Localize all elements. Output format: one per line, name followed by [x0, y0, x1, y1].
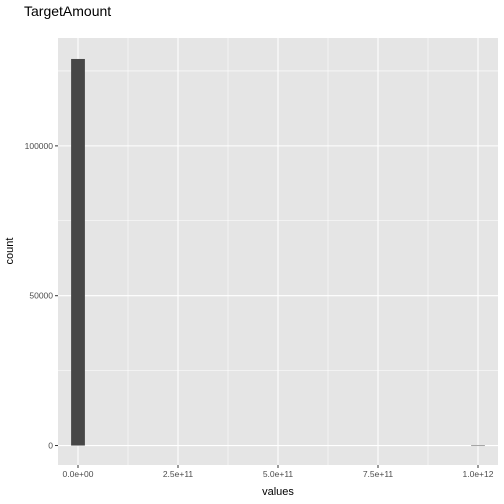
x-tick-label: 2.5e+11 [163, 469, 194, 479]
y-axis: 0 50000 100000 [25, 141, 58, 451]
histogram-bar-0 [71, 58, 85, 446]
y-tick-label: 0 [48, 441, 53, 451]
x-tick-label: 5.0e+11 [263, 469, 294, 479]
x-tick-label: 7.5e+11 [363, 469, 394, 479]
x-axis-label: values [262, 486, 294, 498]
histogram-bars [71, 58, 485, 447]
histogram-bar-1 [471, 445, 485, 447]
y-tick-label: 100000 [25, 141, 54, 151]
y-axis-label: count [4, 238, 16, 265]
chart-title: TargetAmount [24, 3, 111, 19]
x-tick-label: 1.0e+12 [463, 469, 494, 479]
x-axis: 0.0e+00 2.5e+11 5.0e+11 7.5e+11 1.0e+12 [63, 465, 494, 479]
y-tick-label: 50000 [29, 291, 53, 301]
x-tick-label: 0.0e+00 [63, 469, 94, 479]
